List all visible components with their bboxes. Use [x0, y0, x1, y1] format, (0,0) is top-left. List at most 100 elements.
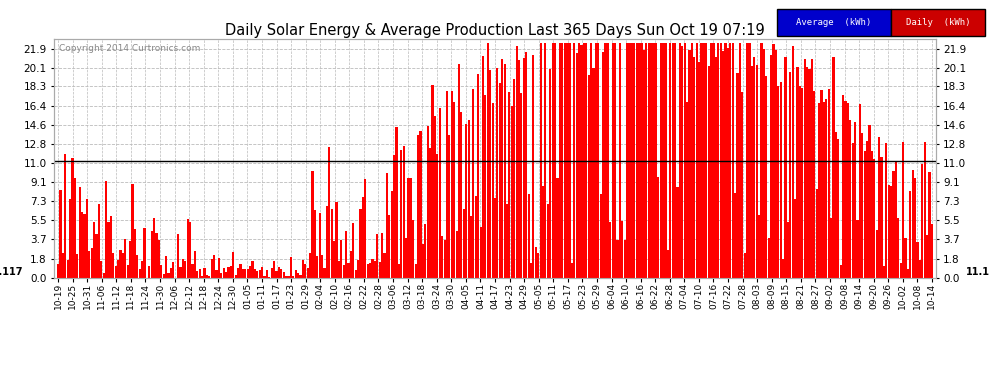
Bar: [767, 238, 770, 278]
Bar: [626, 42, 628, 278]
Bar: [81, 212, 83, 278]
Bar: [821, 90, 823, 278]
Bar: [816, 189, 818, 278]
Bar: [919, 260, 921, 278]
Bar: [329, 147, 331, 278]
Bar: [558, 42, 561, 278]
Bar: [609, 222, 611, 278]
Bar: [528, 194, 530, 278]
Bar: [410, 178, 412, 278]
Bar: [261, 267, 263, 278]
Bar: [127, 265, 129, 278]
Bar: [263, 276, 265, 278]
Text: Daily  (kWh): Daily (kWh): [906, 18, 970, 27]
Bar: [585, 42, 587, 278]
Bar: [487, 42, 489, 278]
Bar: [203, 267, 206, 278]
Bar: [703, 42, 705, 278]
Bar: [90, 248, 93, 278]
Bar: [700, 42, 703, 278]
Bar: [868, 126, 870, 278]
Bar: [285, 276, 287, 278]
Bar: [748, 43, 750, 278]
Bar: [715, 57, 717, 278]
Bar: [386, 173, 388, 278]
Bar: [681, 46, 683, 278]
Bar: [753, 57, 755, 278]
Bar: [602, 52, 604, 278]
Bar: [772, 44, 774, 278]
Bar: [846, 103, 849, 278]
Bar: [206, 275, 208, 278]
Bar: [742, 92, 743, 278]
Bar: [199, 269, 201, 278]
Bar: [290, 257, 292, 278]
Bar: [242, 269, 244, 278]
Bar: [275, 271, 277, 278]
Bar: [506, 204, 508, 278]
Bar: [150, 231, 152, 278]
Bar: [533, 55, 535, 278]
Bar: [859, 105, 861, 278]
Bar: [590, 42, 592, 278]
Bar: [88, 251, 90, 278]
Bar: [804, 59, 806, 278]
Bar: [220, 273, 223, 278]
Bar: [924, 142, 926, 278]
Bar: [69, 199, 71, 278]
Bar: [446, 90, 448, 278]
Bar: [511, 106, 513, 278]
Bar: [902, 141, 904, 278]
Bar: [256, 271, 258, 278]
Bar: [341, 240, 343, 278]
Bar: [544, 42, 546, 278]
Bar: [362, 197, 364, 278]
Bar: [647, 42, 649, 278]
Bar: [583, 42, 585, 278]
Bar: [405, 238, 407, 278]
Bar: [391, 191, 393, 278]
Bar: [909, 191, 912, 278]
Bar: [830, 218, 833, 278]
Bar: [122, 252, 124, 278]
Bar: [592, 68, 595, 278]
Bar: [563, 42, 565, 278]
Bar: [129, 241, 131, 278]
Bar: [479, 227, 482, 278]
Bar: [755, 65, 757, 278]
Bar: [398, 264, 400, 278]
Bar: [561, 42, 563, 278]
Bar: [654, 42, 657, 278]
Bar: [931, 224, 933, 278]
Bar: [78, 187, 81, 278]
Bar: [538, 253, 540, 278]
Bar: [643, 50, 644, 278]
Bar: [549, 69, 551, 278]
Bar: [107, 222, 110, 278]
Bar: [634, 42, 636, 278]
Bar: [484, 94, 486, 278]
Bar: [59, 190, 61, 278]
Bar: [280, 269, 282, 278]
Bar: [299, 276, 302, 278]
Bar: [105, 181, 107, 278]
Bar: [732, 42, 734, 278]
Bar: [434, 116, 436, 278]
Bar: [462, 209, 465, 278]
Bar: [826, 99, 828, 278]
Bar: [369, 263, 371, 278]
Bar: [349, 251, 352, 278]
Bar: [854, 122, 856, 278]
Bar: [57, 264, 59, 278]
Bar: [698, 63, 700, 278]
Bar: [750, 66, 753, 278]
Bar: [907, 268, 909, 278]
Bar: [417, 135, 419, 278]
Bar: [316, 256, 319, 278]
Bar: [835, 132, 837, 278]
Bar: [302, 260, 304, 278]
Bar: [828, 89, 830, 278]
Bar: [705, 42, 707, 278]
Bar: [739, 42, 741, 278]
Bar: [427, 126, 429, 278]
